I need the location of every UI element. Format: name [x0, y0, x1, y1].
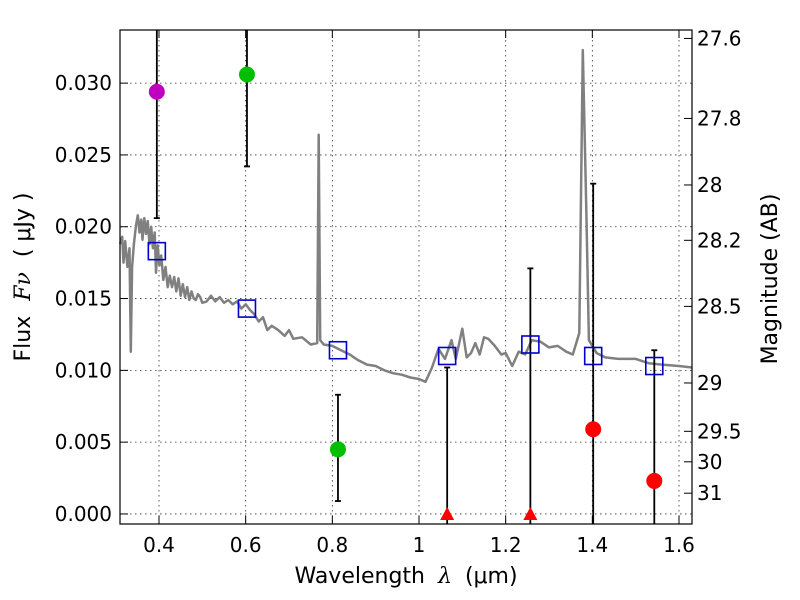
- mag-tick-label: 27.6: [697, 26, 742, 50]
- model-photometry-square: [147, 241, 167, 261]
- x-tick-label: 1: [413, 533, 426, 557]
- x-tick-label: 0.4: [143, 533, 175, 557]
- mag-tick-label: 28.2: [697, 228, 742, 252]
- x-tick-label: 0.8: [316, 533, 348, 557]
- mag-tick-label: 28.5: [697, 294, 742, 318]
- x-tick-label: 1.4: [576, 533, 608, 557]
- upper-limit-triangle: [440, 506, 455, 520]
- y-tick-label: 0.020: [55, 215, 112, 239]
- y2-axis-label: Magnitude (AB): [758, 194, 783, 365]
- model-photometry-square: [644, 356, 664, 376]
- y-axis-label: Flux Fν ( μJy ): [11, 192, 36, 361]
- observed-flux-point: [585, 421, 602, 438]
- y-tick-label: 0.000: [55, 502, 112, 526]
- upper-limit-triangle: [523, 506, 538, 520]
- observed-flux-point: [646, 472, 663, 489]
- model-photometry-square: [328, 340, 348, 360]
- y-tick-label: 0.030: [55, 71, 112, 95]
- model-photometry-square: [521, 335, 540, 354]
- mag-tick-label: 29.5: [697, 419, 742, 443]
- y-tick-label: 0.010: [55, 358, 112, 382]
- error-bars: [153, 30, 658, 524]
- model-photometry-square: [237, 299, 257, 318]
- mag-tick-label: 31: [697, 481, 722, 505]
- mag-tick-label: 30: [697, 450, 722, 474]
- model-photometry-square: [437, 346, 457, 366]
- template-sed-line: [118, 48, 693, 384]
- observed-flux-point: [238, 66, 255, 83]
- data-markers: [147, 66, 664, 520]
- y-tick-label: 0.005: [55, 430, 112, 454]
- x-tick-label: 0.6: [230, 533, 262, 557]
- grid-lines: [120, 30, 692, 524]
- mag-tick-label: 28: [697, 173, 722, 197]
- x-axis-label: Wavelength λ (μm): [294, 564, 517, 589]
- axis-ticks: 0.4 0.6 0.8 1 1.2 1.4 1.6 0.000 0.005 0.010 0.015 0…: [55, 26, 742, 557]
- x-tick-label: 1.6: [663, 533, 695, 557]
- observed-flux-point: [329, 441, 346, 458]
- observed-flux-point: [148, 83, 165, 100]
- y-tick-label: 0.015: [55, 287, 112, 311]
- mag-tick-label: 29: [697, 371, 722, 395]
- x-tick-label: 1.2: [490, 533, 522, 557]
- mag-tick-label: 27.8: [697, 106, 742, 130]
- model-photometry-square: [583, 346, 603, 366]
- y-tick-label: 0.025: [55, 143, 112, 167]
- plot-frame: [119, 29, 693, 525]
